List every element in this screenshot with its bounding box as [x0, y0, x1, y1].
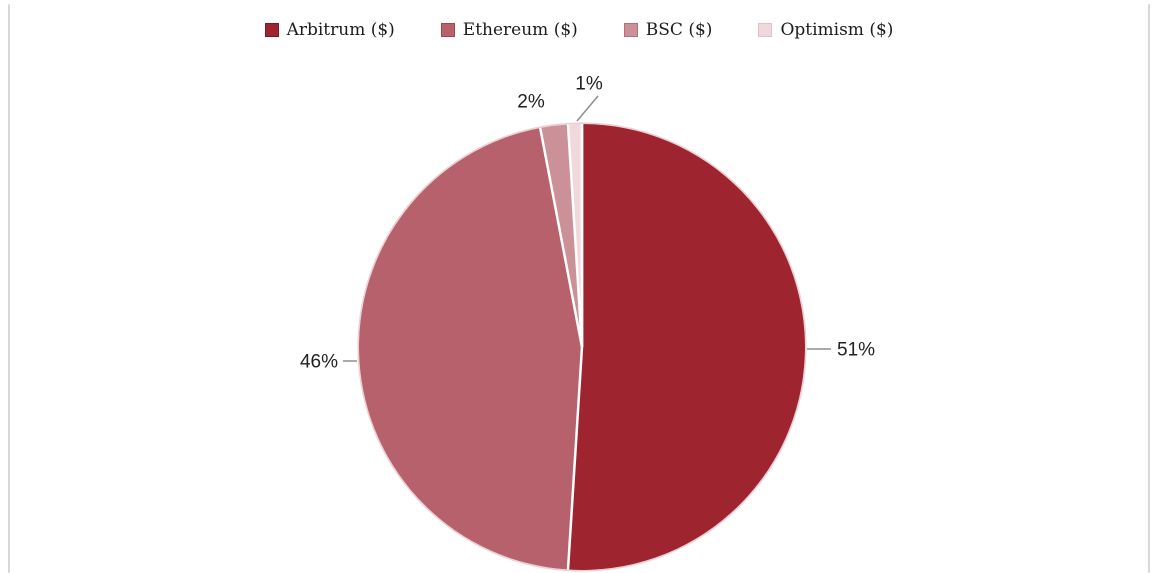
slice-separator: [566, 124, 584, 348]
chart-legend: Arbitrum ($) Ethereum ($) BSC ($) Optimism …: [0, 20, 1158, 40]
legend-item-bsc[interactable]: BSC ($): [623, 20, 713, 40]
legend-label: Optimism ($): [780, 20, 894, 40]
legend-marker-icon: [623, 23, 638, 38]
label-leader-line-optimism: [576, 95, 599, 122]
card-border-right: [1148, 4, 1150, 573]
legend-label: BSC ($): [645, 20, 713, 40]
legend-marker-icon: [264, 23, 279, 38]
slice-percent-label-optimism: 1%: [575, 74, 603, 95]
legend-item-arbitrum[interactable]: Arbitrum ($): [264, 20, 395, 40]
legend-item-optimism[interactable]: Optimism ($): [758, 20, 893, 40]
legend-marker-icon: [758, 23, 773, 38]
slice-percent-label-arbitrum: 51%: [837, 340, 875, 361]
legend-item-ethereum[interactable]: Ethereum ($): [440, 20, 578, 40]
pie-slice-ethereum[interactable]: [358, 127, 582, 570]
slice-separator: [566, 346, 584, 570]
legend-label: Ethereum ($): [462, 20, 578, 40]
pie-outer-edge: [357, 122, 807, 572]
pie-slice-arbitrum[interactable]: [568, 124, 806, 570]
legend-label: Arbitrum ($): [286, 20, 395, 40]
legend-marker-icon: [440, 23, 455, 38]
card-border-left: [8, 4, 10, 573]
slice-percent-label-ethereum: 46%: [300, 352, 338, 373]
slice-percent-label-bsc: 2%: [517, 92, 545, 113]
slice-separator: [538, 127, 584, 348]
